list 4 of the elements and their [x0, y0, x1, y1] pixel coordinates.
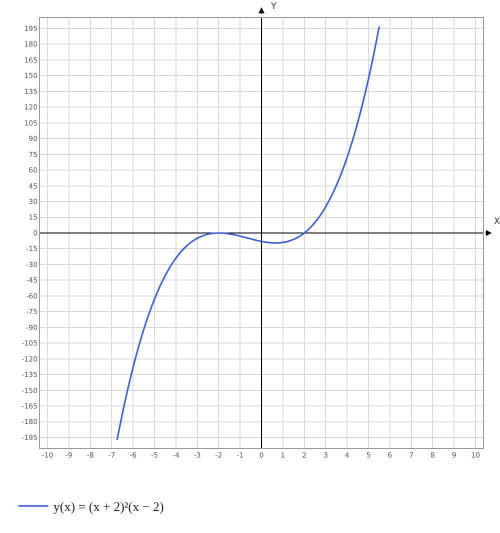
y-axis-title: Y	[270, 2, 277, 12]
line-series	[116, 26, 380, 441]
legend-label: y(x) = (x + 2)²(x − 2)	[53, 499, 164, 514]
x-axis-title: X	[494, 217, 500, 227]
